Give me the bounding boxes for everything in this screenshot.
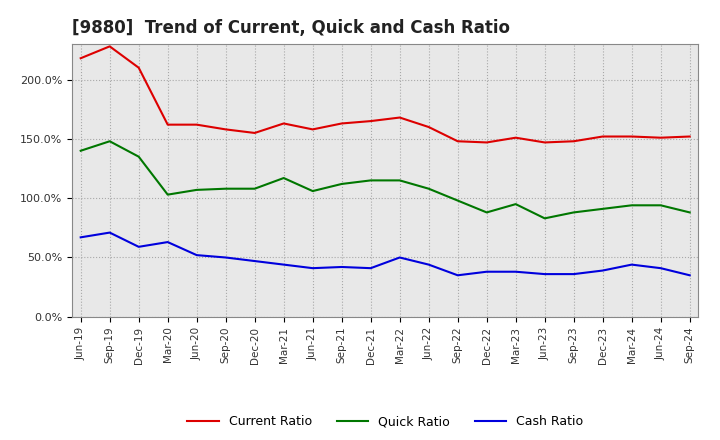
Quick Ratio xyxy=(482,210,491,215)
Cash Ratio xyxy=(511,269,520,275)
Current Ratio xyxy=(657,135,665,140)
Quick Ratio xyxy=(657,203,665,208)
Quick Ratio xyxy=(541,216,549,221)
Line: Current Ratio: Current Ratio xyxy=(81,46,690,143)
Quick Ratio xyxy=(627,203,636,208)
Quick Ratio xyxy=(424,186,433,191)
Cash Ratio xyxy=(685,273,694,278)
Current Ratio xyxy=(395,115,404,120)
Line: Quick Ratio: Quick Ratio xyxy=(81,141,690,218)
Quick Ratio xyxy=(105,139,114,144)
Current Ratio xyxy=(76,55,85,61)
Quick Ratio xyxy=(454,198,462,203)
Cash Ratio xyxy=(627,262,636,267)
Quick Ratio xyxy=(338,181,346,187)
Line: Cash Ratio: Cash Ratio xyxy=(81,233,690,275)
Quick Ratio xyxy=(192,187,201,193)
Cash Ratio xyxy=(570,271,578,277)
Current Ratio xyxy=(105,44,114,49)
Current Ratio xyxy=(135,65,143,70)
Quick Ratio xyxy=(598,206,607,212)
Cash Ratio xyxy=(657,265,665,271)
Current Ratio xyxy=(424,125,433,130)
Current Ratio xyxy=(570,139,578,144)
Current Ratio xyxy=(251,130,259,136)
Quick Ratio xyxy=(308,188,317,194)
Current Ratio xyxy=(163,122,172,127)
Quick Ratio xyxy=(251,186,259,191)
Quick Ratio xyxy=(279,176,288,181)
Current Ratio xyxy=(511,135,520,140)
Cash Ratio xyxy=(221,255,230,260)
Current Ratio xyxy=(541,140,549,145)
Cash Ratio xyxy=(105,230,114,235)
Quick Ratio xyxy=(395,178,404,183)
Cash Ratio xyxy=(135,244,143,249)
Current Ratio xyxy=(454,139,462,144)
Quick Ratio xyxy=(511,202,520,207)
Current Ratio xyxy=(598,134,607,139)
Current Ratio xyxy=(482,140,491,145)
Cash Ratio xyxy=(424,262,433,267)
Quick Ratio xyxy=(163,192,172,197)
Cash Ratio xyxy=(308,265,317,271)
Current Ratio xyxy=(192,122,201,127)
Quick Ratio xyxy=(76,148,85,154)
Current Ratio xyxy=(685,134,694,139)
Quick Ratio xyxy=(570,210,578,215)
Current Ratio xyxy=(308,127,317,132)
Cash Ratio xyxy=(598,268,607,273)
Cash Ratio xyxy=(395,255,404,260)
Legend: Current Ratio, Quick Ratio, Cash Ratio: Current Ratio, Quick Ratio, Cash Ratio xyxy=(182,411,588,433)
Current Ratio xyxy=(279,121,288,126)
Cash Ratio xyxy=(541,271,549,277)
Cash Ratio xyxy=(192,253,201,258)
Cash Ratio xyxy=(279,262,288,267)
Text: [9880]  Trend of Current, Quick and Cash Ratio: [9880] Trend of Current, Quick and Cash … xyxy=(72,19,510,37)
Current Ratio xyxy=(338,121,346,126)
Cash Ratio xyxy=(163,239,172,245)
Cash Ratio xyxy=(454,273,462,278)
Cash Ratio xyxy=(482,269,491,275)
Quick Ratio xyxy=(135,154,143,159)
Cash Ratio xyxy=(366,265,375,271)
Cash Ratio xyxy=(338,264,346,270)
Quick Ratio xyxy=(221,186,230,191)
Current Ratio xyxy=(366,118,375,124)
Cash Ratio xyxy=(76,235,85,240)
Current Ratio xyxy=(221,127,230,132)
Quick Ratio xyxy=(366,178,375,183)
Quick Ratio xyxy=(685,210,694,215)
Current Ratio xyxy=(627,134,636,139)
Cash Ratio xyxy=(251,258,259,264)
